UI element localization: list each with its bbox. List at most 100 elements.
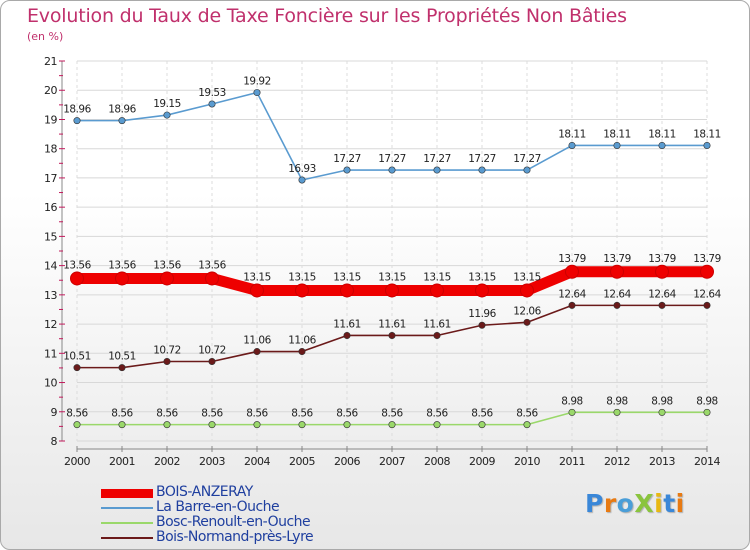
data-label-bois-normand-pres-lyre: 12.64 [693,288,721,300]
data-label-la-barre-en-ouche: 18.11 [693,128,721,140]
x-tick-label: 2011 [559,455,585,468]
data-point-bois-normand-pres-lyre [523,318,531,326]
proxiti-logo: ProXiti [585,489,685,518]
y-tick-label: 15 [44,230,57,243]
data-label-bois-anzeray: 13.15 [288,271,316,283]
data-point-bois-anzeray [475,283,489,298]
data-label-bosc-renoult-en-ouche: 8.56 [426,408,448,420]
logo-letter: r [603,489,617,518]
data-label-la-barre-en-ouche: 19.92 [243,76,271,88]
data-point-bois-anzeray [115,271,129,286]
data-point-bois-anzeray [700,264,714,279]
data-label-bosc-renoult-en-ouche: 8.56 [201,408,223,420]
x-tick-label: 2004 [244,455,270,468]
data-label-bois-anzeray: 13.79 [558,253,586,265]
data-point-la-barre-en-ouche [298,176,306,184]
data-point-bois-anzeray [385,283,399,298]
logo-letter: P [585,489,604,518]
data-point-bosc-renoult-en-ouche [523,421,531,429]
data-point-bois-anzeray [655,264,669,279]
data-label-la-barre-en-ouche: 17.27 [468,153,496,165]
data-point-la-barre-en-ouche [523,166,531,174]
data-point-la-barre-en-ouche [703,141,711,149]
data-label-bois-normand-pres-lyre: 10.51 [108,351,136,363]
y-tick-label: 16 [44,201,57,214]
data-label-bois-normand-pres-lyre: 12.64 [558,288,586,300]
logo-letter: t [663,489,676,518]
data-label-bois-normand-pres-lyre: 10.51 [63,351,91,363]
data-point-bois-normand-pres-lyre [658,301,666,309]
data-label-la-barre-en-ouche: 16.93 [288,163,316,175]
data-point-bois-normand-pres-lyre [208,357,216,365]
y-tick-label: 19 [44,113,57,126]
y-tick-label: 8 [51,435,58,448]
data-label-bois-anzeray: 13.15 [378,271,406,283]
data-point-la-barre-en-ouche [118,117,126,125]
data-label-bois-normand-pres-lyre: 12.64 [603,288,631,300]
data-label-bosc-renoult-en-ouche: 8.98 [561,395,582,407]
data-label-la-barre-en-ouche: 18.96 [63,104,91,116]
data-point-bois-normand-pres-lyre [73,364,81,372]
data-point-la-barre-en-ouche [658,141,666,149]
data-point-la-barre-en-ouche [208,100,216,108]
chart-title: Evolution du Taux de Taxe Foncière sur l… [27,5,627,27]
data-point-bois-anzeray [70,271,84,286]
x-tick-label: 2010 [514,455,540,468]
data-point-la-barre-en-ouche [478,166,486,174]
data-label-bosc-renoult-en-ouche: 8.56 [471,408,493,420]
logo-letter: X [634,489,655,518]
logo-letter: i [675,489,685,518]
data-label-bois-anzeray: 13.15 [468,271,496,283]
data-label-bois-anzeray: 13.56 [108,259,136,271]
data-label-la-barre-en-ouche: 18.11 [648,128,676,140]
data-label-bosc-renoult-en-ouche: 8.56 [336,408,358,420]
data-point-bois-normand-pres-lyre [253,348,261,356]
data-label-la-barre-en-ouche: 19.15 [153,98,181,110]
data-label-la-barre-en-ouche: 19.53 [198,87,226,99]
data-point-bosc-renoult-en-ouche [478,421,486,429]
data-label-bois-anzeray: 13.15 [423,271,451,283]
y-tick-label: 13 [44,289,57,302]
data-point-bosc-renoult-en-ouche [568,408,576,416]
data-point-bois-anzeray [430,283,444,298]
data-label-la-barre-en-ouche: 17.27 [423,153,451,165]
y-tick-label: 21 [44,55,57,68]
data-label-bois-normand-pres-lyre: 11.06 [243,335,271,347]
data-point-la-barre-en-ouche [568,141,576,149]
data-label-la-barre-en-ouche: 17.27 [333,153,361,165]
data-point-bosc-renoult-en-ouche [613,408,621,416]
data-label-la-barre-en-ouche: 18.11 [558,128,586,140]
data-point-bois-anzeray [250,283,264,298]
data-point-bosc-renoult-en-ouche [253,421,261,429]
data-label-bois-normand-pres-lyre: 10.72 [153,344,181,356]
legend-swatch [101,507,153,509]
y-tick-label: 12 [44,318,57,331]
data-label-bois-anzeray: 13.56 [198,259,226,271]
y-tick-label: 14 [44,260,57,273]
data-label-bois-anzeray: 13.79 [603,253,631,265]
y-tick-label: 10 [44,377,57,390]
data-point-bosc-renoult-en-ouche [208,421,216,429]
data-label-bosc-renoult-en-ouche: 8.56 [156,408,178,420]
data-point-la-barre-en-ouche [253,89,261,97]
x-tick-label: 2006 [334,455,360,468]
data-point-bois-anzeray [160,271,174,286]
data-label-la-barre-en-ouche: 17.27 [513,153,541,165]
data-label-bois-anzeray: 13.56 [153,259,181,271]
data-point-la-barre-en-ouche [613,141,621,149]
x-tick-label: 2002 [154,455,180,468]
y-tick-label: 17 [44,172,57,185]
data-label-bosc-renoult-en-ouche: 8.56 [66,408,88,420]
data-label-bosc-renoult-en-ouche: 8.56 [246,408,268,420]
data-point-bosc-renoult-en-ouche [163,421,171,429]
x-tick-label: 2005 [289,455,315,468]
x-tick-label: 2012 [604,455,630,468]
x-tick-label: 2000 [64,455,90,468]
data-point-la-barre-en-ouche [163,111,171,119]
legend-label: Bois-Normand-près-Lyre [156,529,314,545]
data-point-bosc-renoult-en-ouche [343,421,351,429]
data-point-bois-normand-pres-lyre [343,331,351,339]
x-tick-label: 2001 [109,455,135,468]
y-tick-label: 20 [44,84,57,97]
